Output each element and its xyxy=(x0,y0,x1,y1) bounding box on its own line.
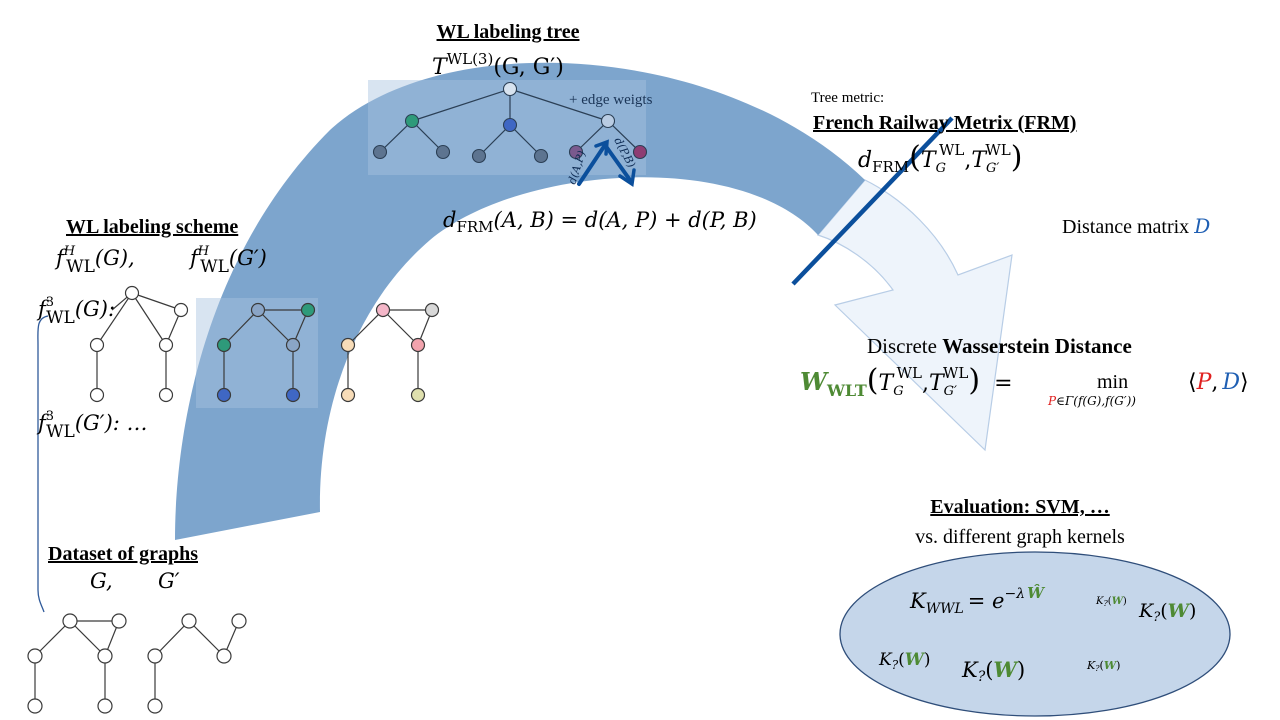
labeling-scheme-fg: fH WL(G), xyxy=(54,244,135,277)
kernel-other-small-1: K?(W) xyxy=(1095,596,1127,608)
tree-node-teal xyxy=(404,113,420,129)
labeling-scheme-f3gp: f3 WL(G′): … xyxy=(36,409,148,442)
labeling-scheme-f3g: f3 WL(G): xyxy=(36,295,115,328)
wl-graph-colored-2 xyxy=(340,302,440,403)
dataset-gp-label: G′ xyxy=(158,569,180,593)
tree-leaf xyxy=(372,144,388,160)
dataset-title: Dataset of graphs xyxy=(48,543,198,565)
tree-metric-formula: dFRM(TGWL,TG′WL) xyxy=(858,140,1022,176)
frm-formula: dFRM(A, B) = d(A, P) + d(P, B) xyxy=(443,208,757,236)
kernel-wwl: KWWL = e−λ Ŵ xyxy=(909,584,1046,617)
tree-node-blue xyxy=(502,117,518,133)
wl-graph-uncolored xyxy=(89,285,189,403)
wl-graph-colored-1 xyxy=(216,302,316,403)
wasserstein-min: min xyxy=(1097,371,1128,393)
dataset-graph-g-prime xyxy=(147,613,247,714)
distance-matrix-label: Distance matrix D xyxy=(1062,214,1210,238)
flow-arrow-to-evaluation xyxy=(816,179,1013,452)
bracket-line xyxy=(37,315,49,613)
wl-tree-nodes xyxy=(372,81,648,164)
tree-leaf-plum xyxy=(632,144,648,160)
edge-weights-label: + edge weigts xyxy=(569,92,653,108)
tree-leaf xyxy=(533,148,549,164)
tree-metric-slash xyxy=(791,116,954,286)
flow-arc-band xyxy=(175,62,865,541)
wasserstein-inner: ⟨P, D⟩ xyxy=(1188,370,1249,395)
kernel-other-small-2: K?(W) xyxy=(1086,659,1120,673)
labeling-scheme-title: WL labeling scheme xyxy=(66,216,238,238)
tree-leaf xyxy=(435,144,451,160)
kernel-other-2: K?(W) xyxy=(878,650,931,672)
wasserstein-min-sub: P∈Γ(f(G),f(G′)) xyxy=(1047,394,1136,408)
wasserstein-title: Discrete Wasserstein Distance xyxy=(867,334,1132,358)
tree-node-light xyxy=(600,113,616,129)
labeling-tree-formula: TWL(3)(G, G′) xyxy=(432,50,564,80)
wasserstein-formula: WWLT(TGWL,TG′WL) = xyxy=(800,363,1013,400)
labeling-scheme-fgp: fH WL(G′) xyxy=(188,244,267,277)
tree-leaf-purple xyxy=(568,144,584,160)
tree-leaf xyxy=(471,148,487,164)
labeling-tree-title: WL labeling tree xyxy=(437,21,580,43)
kernel-other-1: K?(W) xyxy=(1138,600,1196,625)
frm-path-arrow xyxy=(577,139,636,187)
tree-metric-title: French Railway Metrix (FRM) xyxy=(813,112,1076,134)
dataset-g-label: G, xyxy=(90,569,113,593)
evaluation-title: Evaluation: SVM, … xyxy=(930,496,1109,518)
dataset-graph-g xyxy=(27,613,127,714)
kernel-ellipse xyxy=(839,551,1231,717)
tree-metric-caption: Tree metric: xyxy=(811,90,884,106)
tree-node-root xyxy=(502,81,518,97)
kernel-other-3: K?(W) xyxy=(961,657,1025,685)
evaluation-subtitle: vs. different graph kernels xyxy=(915,526,1125,548)
